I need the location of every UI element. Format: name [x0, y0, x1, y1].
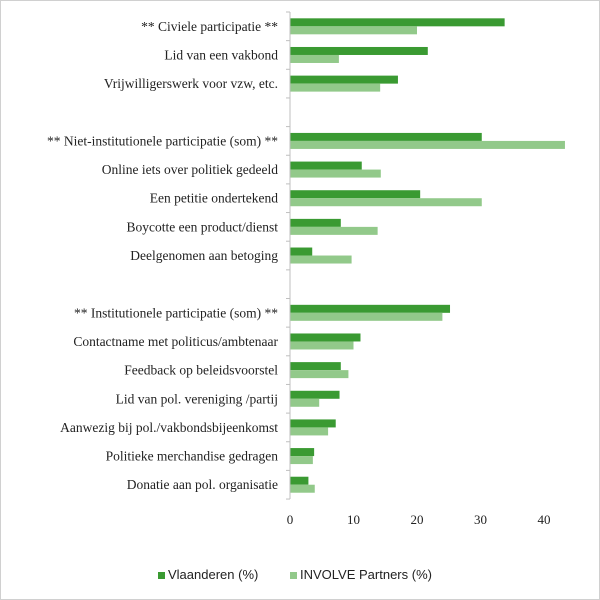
bar-vlaanderen: [290, 419, 336, 428]
bar-vlaanderen: [290, 75, 398, 84]
bar-involve-partners: [290, 456, 313, 465]
category-label: Feedback op beleidsvoorstel: [124, 363, 278, 378]
bar-vlaanderen: [290, 190, 421, 199]
category-label: Vrijwilligerswerk voor vzw, etc.: [104, 76, 278, 91]
bar-involve-partners: [290, 370, 349, 379]
bar-vlaanderen: [290, 46, 428, 55]
bar-vlaanderen: [290, 390, 340, 399]
category-label: ** Niet-institutionele participatie (som…: [47, 133, 278, 148]
bar-vlaanderen: [290, 18, 505, 27]
x-axis-ticks: 0 10 20 30 40: [287, 512, 551, 527]
bar-involve-partners: [290, 255, 352, 264]
x-tick-label: 40: [538, 512, 551, 527]
category-label: ** Institutionele participatie (som) **: [74, 305, 278, 320]
x-tick-label: 30: [474, 512, 487, 527]
legend-swatch-vlaanderen: [158, 572, 165, 579]
category-label: Donatie aan pol. organisatie: [127, 477, 278, 492]
category-label: Contactname met politicus/ambtenaar: [73, 334, 278, 349]
bar-vlaanderen: [290, 161, 362, 170]
bar-involve-partners: [290, 341, 354, 350]
bar-vlaanderen: [290, 362, 341, 371]
bar-vlaanderen: [290, 132, 482, 141]
category-label: Online iets over politiek gedeeld: [102, 162, 278, 177]
bar-vlaanderen: [290, 476, 309, 485]
category-label: Boycotte een product/dienst: [127, 219, 279, 234]
bar-involve-partners: [290, 398, 320, 407]
category-label: Deelgenomen aan betoging: [130, 248, 278, 263]
bar-vlaanderen: [290, 247, 313, 256]
category-label: ** Civiele participatie **: [141, 19, 278, 34]
bar-vlaanderen: [290, 218, 341, 227]
legend-label-vlaanderen: Vlaanderen (%): [168, 567, 258, 582]
x-tick-label: 0: [287, 512, 294, 527]
category-label: Lid van pol. vereniging /partij: [116, 391, 278, 406]
category-label: Een petitie ondertekend: [150, 191, 278, 206]
category-label: Lid van een vakbond: [164, 47, 278, 62]
bar-involve-partners: [290, 198, 482, 207]
bar-involve-partners: [290, 83, 381, 92]
legend-swatch-involve: [290, 572, 297, 579]
legend: Vlaanderen (%) INVOLVE Partners (%): [158, 567, 432, 582]
x-tick-label: 10: [347, 512, 360, 527]
bar-involve-partners: [290, 169, 381, 178]
category-label: Aanwezig bij pol./vakbondsbijeenkomst: [60, 420, 278, 435]
x-tick-label: 20: [411, 512, 424, 527]
category-label: Politieke merchandise gedragen: [106, 449, 279, 464]
bars-group: [290, 18, 565, 493]
bar-involve-partners: [290, 26, 417, 35]
bar-vlaanderen: [290, 304, 451, 313]
bar-involve-partners: [290, 54, 339, 63]
legend-label-involve: INVOLVE Partners (%): [300, 567, 432, 582]
bar-involve-partners: [290, 226, 378, 235]
bar-involve-partners: [290, 484, 315, 493]
bar-involve-partners: [290, 140, 565, 149]
bar-vlaanderen: [290, 333, 361, 342]
category-labels: ** Civiele participatie ** Lid van een va…: [47, 11, 290, 500]
bar-involve-partners: [290, 312, 443, 321]
bar-involve-partners: [290, 427, 329, 436]
bar-vlaanderen: [290, 448, 315, 457]
